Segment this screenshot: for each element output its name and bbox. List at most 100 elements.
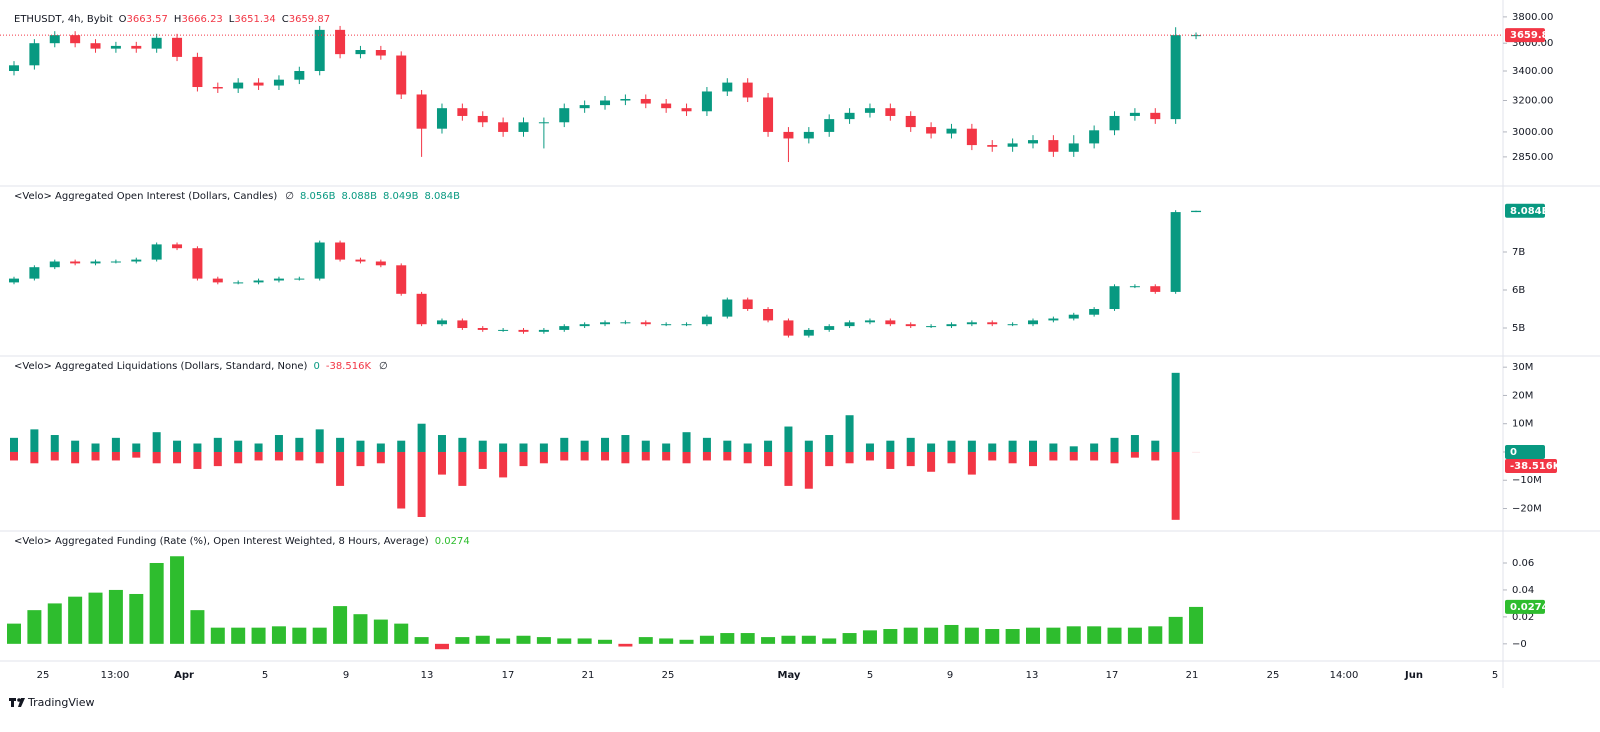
candle-body: [131, 45, 142, 49]
bar: [88, 592, 103, 644]
bar: [804, 451, 813, 489]
candle-body: [314, 242, 325, 279]
candle-body: [844, 322, 855, 327]
candle-body: [1068, 143, 1079, 152]
candle-body: [70, 35, 81, 44]
x-tick-label: 25: [1267, 670, 1280, 681]
bar: [825, 451, 834, 467]
last-value-label: 8.084B: [1510, 206, 1549, 217]
candle-body: [722, 299, 733, 317]
bar: [985, 629, 1000, 644]
candle-body: [518, 329, 529, 332]
candle-body: [885, 320, 896, 325]
bar: [231, 627, 246, 644]
candle-body: [600, 100, 611, 106]
bar: [1029, 440, 1037, 452]
candle-body: [90, 261, 101, 264]
y-tick-label: −0: [1512, 639, 1527, 650]
bar: [539, 451, 548, 464]
bar: [132, 451, 141, 458]
bar: [1090, 443, 1099, 452]
legend-name: O: [119, 14, 127, 25]
candle-body: [579, 105, 590, 109]
bar: [71, 451, 80, 464]
bar: [10, 451, 18, 461]
bar: [825, 435, 834, 452]
bar: [455, 637, 470, 644]
pane-title: <Velo> Aggregated Funding (Rate (%), Ope…: [14, 536, 429, 547]
candle-body: [844, 112, 855, 120]
candle-body: [1068, 314, 1079, 319]
bar: [903, 627, 918, 644]
bar: [397, 451, 406, 509]
bar: [1026, 627, 1040, 644]
bar: [662, 443, 671, 452]
bar: [764, 440, 773, 452]
pane-legend: <Velo> Aggregated Open Interest (Dollars…: [14, 191, 460, 202]
x-tick-label: 5: [867, 670, 873, 681]
last-value-badge: [1505, 458, 1557, 473]
bar: [740, 633, 755, 644]
legend-value: 3663.57: [127, 14, 168, 25]
bar: [478, 451, 487, 469]
candle-body: [49, 261, 60, 268]
bar: [1130, 451, 1139, 458]
bar: [251, 627, 266, 644]
bar: [865, 451, 874, 461]
bar: [516, 635, 531, 644]
candle-body: [29, 43, 40, 66]
legend-status: ∅: [285, 191, 294, 202]
bar: [1049, 451, 1058, 461]
x-tick-label: 17: [1106, 670, 1119, 681]
bar: [295, 451, 304, 461]
bar: [373, 619, 388, 644]
bar: [1168, 616, 1183, 644]
bar: [906, 451, 915, 467]
candle-body: [375, 50, 386, 56]
y-tick-label: 7B: [1512, 247, 1525, 258]
candle-body: [1028, 320, 1038, 325]
bar: [356, 451, 365, 467]
candle-body: [681, 108, 692, 112]
bar: [1171, 372, 1180, 452]
bar: [234, 451, 243, 464]
candle-body: [396, 265, 407, 294]
bar: [967, 440, 976, 452]
candle-body: [1150, 112, 1161, 120]
bar: [1090, 451, 1099, 461]
y-tick-label: 0.06: [1512, 558, 1534, 569]
bar: [1008, 440, 1017, 452]
bar: [170, 556, 185, 644]
candle-body: [966, 322, 977, 325]
bar: [519, 443, 528, 452]
candle-body: [457, 320, 468, 329]
candle-body: [90, 43, 101, 49]
candle-body: [498, 329, 509, 331]
legend-status: ∅: [379, 361, 388, 372]
y-tick-label: −20M: [1512, 504, 1542, 515]
candle-body: [375, 261, 386, 266]
y-tick-label: 6B: [1512, 285, 1525, 296]
bar: [91, 451, 100, 461]
bar: [621, 451, 630, 464]
candle-body: [661, 103, 672, 109]
bar: [1008, 451, 1017, 464]
candle-body: [1007, 143, 1018, 147]
bar: [271, 626, 286, 644]
bar: [437, 451, 446, 475]
x-tick-label: 9: [947, 670, 953, 681]
bar: [702, 451, 711, 461]
candle-body: [1191, 210, 1202, 213]
bar: [560, 437, 569, 452]
last-value-badge: [1505, 444, 1545, 459]
pane-title: <Velo> Aggregated Liquidations (Dollars,…: [14, 361, 308, 372]
bar: [621, 435, 630, 452]
y-tick-label: 10M: [1512, 419, 1533, 430]
legend-name: C: [282, 14, 289, 25]
candle-body: [661, 324, 672, 326]
bar: [10, 437, 18, 452]
bar: [822, 638, 837, 644]
bar: [108, 589, 123, 644]
candle-body: [1170, 212, 1181, 292]
